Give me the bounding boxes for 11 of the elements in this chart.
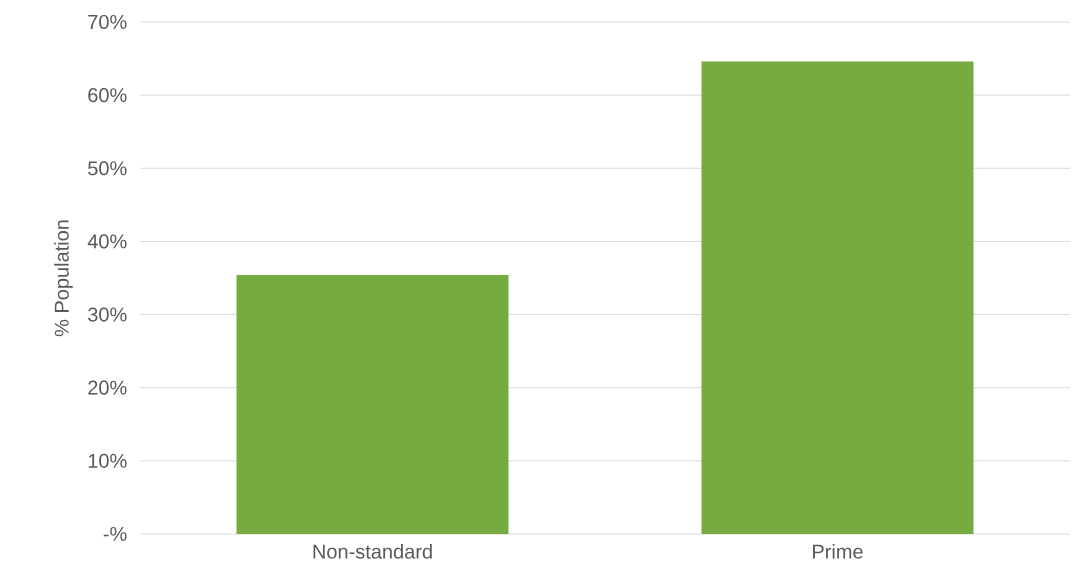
y-tick-label: 70%: [88, 14, 127, 30]
y-axis-title: % Population: [54, 220, 73, 337]
y-tick-label: 30%: [88, 307, 127, 322]
y-tick-label: 50%: [88, 161, 127, 176]
y-tick-label: 40%: [87, 234, 127, 249]
y-tick-label: -%: [103, 527, 127, 541]
y-tick-label: 10%: [88, 453, 127, 468]
x-tick-label: Non-standard: [313, 544, 432, 559]
x-tick-label: Prime: [813, 544, 863, 559]
y-tick-label: 20%: [88, 380, 127, 395]
y-tick-label: 60%: [88, 88, 127, 103]
